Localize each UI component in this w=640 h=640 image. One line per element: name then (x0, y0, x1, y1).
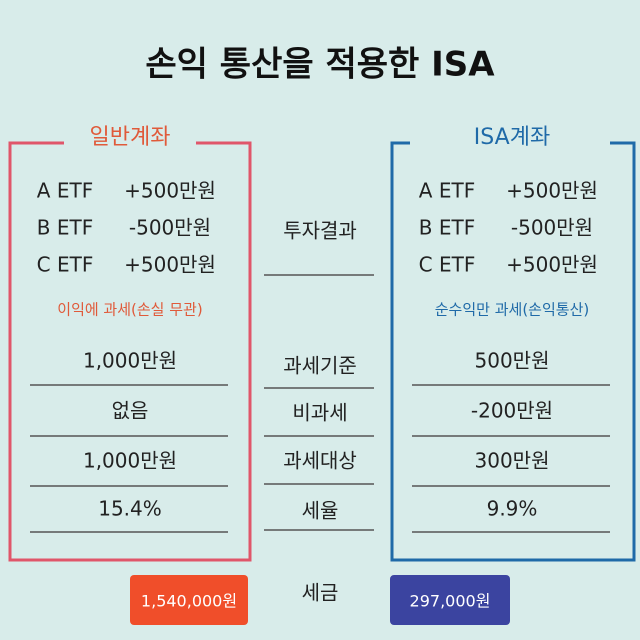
row-label: 과세대상 (283, 449, 357, 473)
isa-note: 순수익만 과세(손익통산) (435, 301, 589, 319)
holding-name: A ETF (37, 179, 93, 203)
isa-tax-badge (390, 575, 510, 625)
row-label: 세금 (302, 581, 339, 605)
value: 15.4% (98, 497, 162, 521)
holding-amount: -500만원 (511, 216, 593, 240)
value: 9.9% (487, 497, 538, 521)
row-label: 세율 (302, 499, 339, 523)
value: 없음 (112, 399, 149, 423)
tax-amount: 297,000원 (410, 592, 491, 611)
holding-name: B ETF (37, 216, 93, 240)
holding-amount: -500만원 (129, 216, 211, 240)
row-label: 과세기준 (283, 354, 357, 378)
value: 1,000만원 (83, 349, 177, 373)
holding-amount: +500만원 (124, 179, 216, 203)
holding-name: B ETF (419, 216, 475, 240)
holding-name: A ETF (419, 179, 475, 203)
holding-amount: +500만원 (506, 253, 598, 277)
holding-amount: +500만원 (124, 253, 216, 277)
row-label: 비과세 (292, 401, 347, 425)
value: 1,000만원 (83, 449, 177, 473)
value: 500만원 (475, 349, 550, 373)
holding-name: C ETF (419, 253, 476, 277)
general-label: 일반계좌 (90, 125, 171, 150)
value: -200만원 (471, 399, 553, 423)
general-note: 이익에 과세(손실 무관) (57, 301, 202, 319)
tax-amount: 1,540,000원 (141, 592, 237, 611)
isa-label: ISA계좌 (474, 125, 550, 150)
row-label: 투자결과 (283, 219, 357, 243)
general-box (8, 141, 252, 562)
holding-amount: +500만원 (506, 179, 598, 203)
general-tax-badge (130, 575, 248, 625)
value: 300만원 (475, 449, 550, 473)
isa-box (390, 141, 636, 562)
holding-name: C ETF (37, 253, 94, 277)
title: 손익 통산을 적용한 ISA (145, 45, 495, 85)
